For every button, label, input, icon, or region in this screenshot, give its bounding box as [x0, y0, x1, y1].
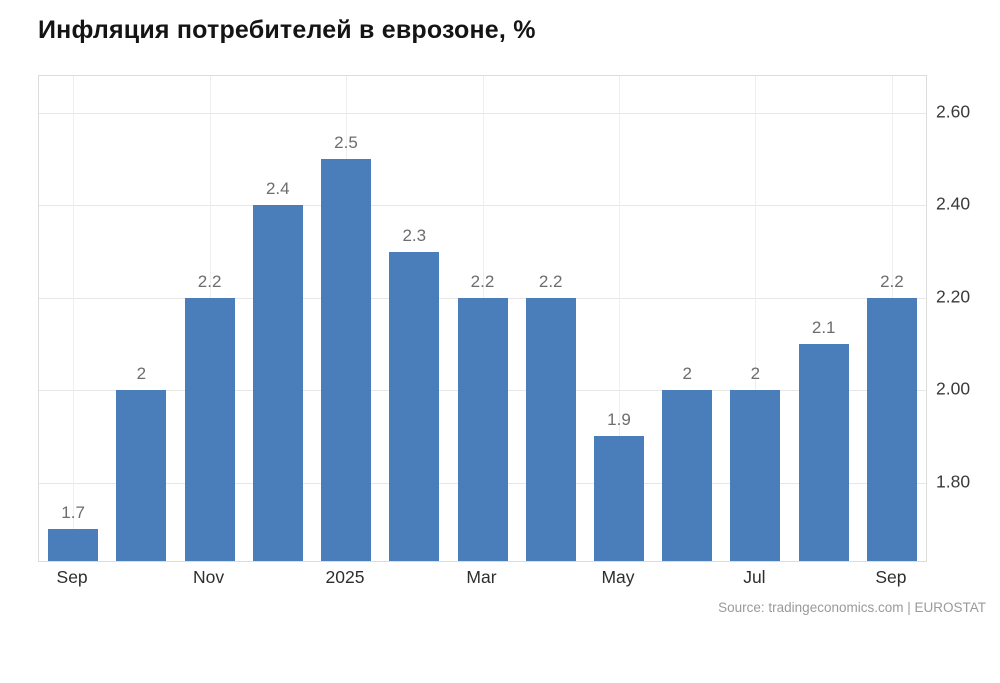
source-credit: Source: tradingeconomics.com | EUROSTAT: [718, 600, 986, 615]
bar-Sep[interactable]: [48, 528, 99, 561]
x-gridline: [755, 76, 757, 561]
x-axis-label: Jul: [743, 567, 766, 587]
bar-Feb[interactable]: [389, 251, 440, 561]
bar-Dec[interactable]: [252, 205, 303, 561]
x-axis-label: Mar: [466, 567, 497, 587]
bar-Nov[interactable]: [184, 297, 235, 561]
bar-value-label: 2.2: [880, 271, 904, 291]
bar-value-label: 2.4: [265, 179, 290, 199]
bar-May[interactable]: [594, 436, 644, 561]
bar-Apr[interactable]: [525, 297, 576, 561]
bar-value-label: 2.3: [402, 225, 427, 245]
plot-area: 1.7 2 2.2 2.4 2.5 2.3 2.2 2.2 1.9 2 2 2.1 2.2: [38, 75, 927, 562]
bar-value-label: 2: [750, 364, 761, 384]
y-axis-label: 2.20: [936, 286, 971, 307]
x-gridline: [73, 76, 75, 561]
y-axis-label: 2.40: [936, 193, 971, 214]
bar-value-label: 1.7: [61, 502, 85, 522]
bar-value-label: 2.2: [197, 271, 222, 291]
x-gridline: [619, 76, 620, 561]
x-axis-label: Sep: [875, 567, 907, 587]
x-axis-label: 2025: [325, 567, 365, 587]
y-axis-label: 2.00: [936, 378, 971, 399]
y-axis-label: 1.80: [936, 471, 971, 491]
bar-value-label: 2.2: [538, 271, 563, 291]
bar-Oct[interactable]: [116, 390, 167, 561]
bar-Jun[interactable]: [662, 390, 713, 561]
bar-Jul[interactable]: [730, 390, 781, 561]
bar-2025[interactable]: [321, 159, 371, 561]
chart-title: Инфляция потребителей в еврозоне, %: [38, 16, 536, 44]
bar-value-label: 2: [682, 364, 692, 384]
x-axis-label: Sep: [56, 567, 88, 587]
bar-value-label: 2.5: [334, 133, 358, 153]
bar-Sep[interactable]: [866, 297, 917, 561]
bar-value-label: 2.1: [811, 317, 836, 337]
bar-value-label: 2.2: [470, 271, 495, 291]
x-axis-label: Nov: [193, 567, 225, 587]
y-axis-label: 2.60: [936, 101, 971, 122]
bar-Mar[interactable]: [457, 297, 508, 561]
bar-value-label: 2: [136, 364, 147, 384]
bar-Aug[interactable]: [798, 343, 849, 561]
x-axis-label: May: [601, 567, 635, 587]
bar-value-label: 1.9: [607, 410, 631, 430]
